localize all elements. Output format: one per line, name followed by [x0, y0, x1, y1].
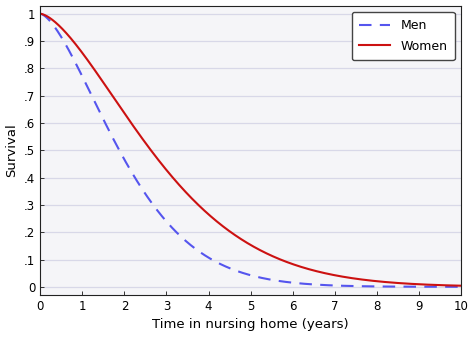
Women — [242, 240, 248, 244]
X-axis label: Time in nursing home (years): Time in nursing home (years) — [152, 318, 349, 332]
Men — [458, 285, 464, 289]
Women — [37, 12, 43, 16]
Men — [37, 12, 43, 16]
Women — [446, 283, 451, 287]
Line: Men: Men — [40, 14, 461, 287]
Men — [369, 284, 374, 288]
Women — [446, 283, 452, 287]
Men — [231, 268, 237, 272]
Men — [242, 272, 248, 276]
Line: Women: Women — [40, 14, 461, 286]
Legend: Men, Women: Men, Women — [352, 12, 455, 60]
Men — [446, 285, 451, 289]
Women — [369, 279, 374, 283]
Women — [59, 26, 64, 30]
Y-axis label: Survival: Survival — [6, 123, 18, 177]
Women — [458, 284, 464, 288]
Men — [446, 285, 452, 289]
Women — [231, 232, 237, 236]
Men — [59, 36, 64, 40]
